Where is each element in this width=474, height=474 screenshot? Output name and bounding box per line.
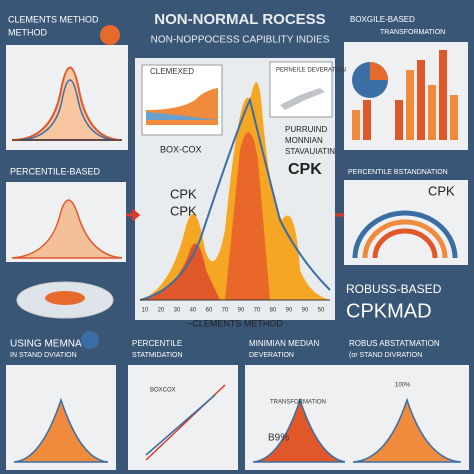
- bell-curve: [252, 397, 348, 463]
- panel-title: PERCENTILE BSTANDNATION: [348, 169, 448, 176]
- bar-decoration: [352, 50, 458, 140]
- panel-title: PERCENTILE-BASED: [10, 166, 101, 176]
- bottom-label: MINIMIAN MEDIAN: [249, 339, 319, 348]
- panel-title: BOXGILE-BASED: [350, 15, 415, 24]
- panel: [128, 365, 238, 470]
- cpk-label: CPK: [170, 203, 197, 218]
- annotation: STAVAUIATIN: [285, 147, 335, 156]
- panel-subtitle: TRANSFORMATION: [380, 29, 445, 36]
- robust-big: CPKMAD: [346, 300, 432, 322]
- bottom-label: ROBUS ABSTATMATION: [349, 339, 440, 348]
- axis-label: 60: [206, 308, 213, 314]
- axis-label: 20: [158, 308, 165, 314]
- axis-label: 90: [302, 308, 309, 314]
- axis-label: 30: [174, 308, 181, 314]
- panel-title: CLEMENTS METHOD: [8, 14, 99, 24]
- annotation: MONNIAN: [285, 136, 323, 145]
- box-cox-label: BOX-COX: [160, 144, 202, 154]
- cpk-label: CPK: [428, 183, 455, 198]
- bottom-row: USING MEMNA IN STAND DVIATION PERCENTILE ST…: [6, 331, 469, 470]
- axis-label: 90: [286, 308, 293, 314]
- axis-labels: 10 20 30 40 60 70 90 70 80 90 90 50: [142, 308, 325, 314]
- distribution-peaks: [139, 82, 331, 301]
- axis-label: 70: [222, 308, 229, 314]
- bell-curve: [13, 397, 109, 463]
- inset-label: PERNEILE DEVERATION: [276, 68, 346, 74]
- bell-curve: [352, 397, 462, 463]
- subtitle: NON-NOPPOCESS CAPIBLITY INDIES: [151, 35, 330, 46]
- bottom-label: STATMIDATION: [132, 352, 183, 359]
- bottom-label: IN STAND DVIATION: [10, 352, 77, 359]
- axis-label: 10: [142, 308, 149, 314]
- axis-label: 40: [190, 308, 197, 314]
- footer: ~CLEMENTS METHOD: [187, 318, 283, 328]
- panel-text: TRANSFORMATION: [270, 400, 326, 406]
- inset-label: CLEMEXED: [150, 67, 194, 76]
- panel-subtitle: METHOD: [8, 27, 47, 37]
- trend-line: [145, 394, 216, 456]
- cpk-label: CPK: [288, 161, 322, 178]
- panel-text: BOXCOX: [150, 388, 176, 394]
- panel-text: B9%: [268, 433, 289, 444]
- bottom-label: USING MEMNA: [10, 339, 82, 350]
- cpk-label: CPK: [170, 186, 197, 201]
- bottom-label: PERCENTILE: [132, 339, 182, 348]
- axis-label: 80: [270, 308, 277, 314]
- icon: [81, 331, 99, 349]
- bell-curve: [11, 199, 123, 259]
- robust-title: ROBUSS-BASED: [346, 282, 442, 296]
- icon: [100, 25, 120, 45]
- disc-core: [45, 291, 85, 305]
- axis-label: 50: [318, 308, 325, 314]
- inset-shape: [280, 88, 325, 110]
- axis-label: 90: [238, 308, 245, 314]
- axis-label: 70: [254, 308, 261, 314]
- bottom-label: (or STAND DIVRATION: [349, 352, 422, 359]
- title: NON-NORMAL ROCESS: [154, 11, 325, 28]
- bell-curves: [11, 66, 123, 141]
- bottom-label: DEVERATION: [249, 352, 294, 359]
- arcs: [352, 210, 458, 259]
- annotation: PURRUIND: [285, 125, 327, 134]
- inset-area: [146, 112, 218, 120]
- panel-text: 100%: [395, 383, 411, 389]
